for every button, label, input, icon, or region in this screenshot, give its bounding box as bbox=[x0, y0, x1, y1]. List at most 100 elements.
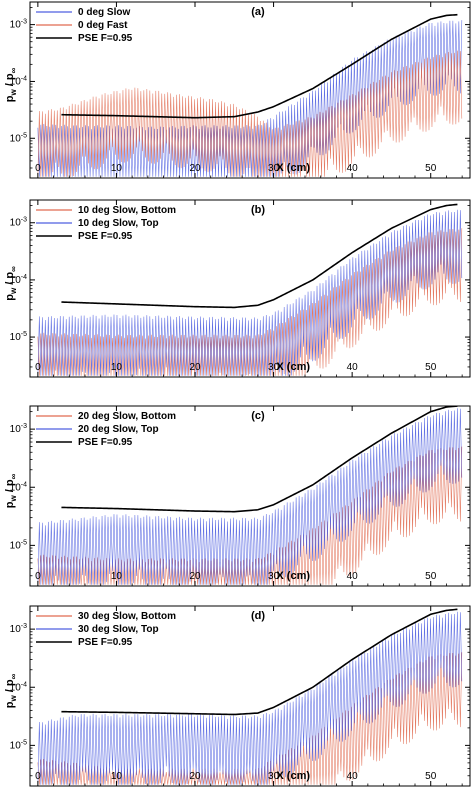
x-axis-label: X (cm) bbox=[276, 361, 310, 373]
legend: 30 deg Slow, Bottom 30 deg Slow, Top PSE F… bbox=[36, 611, 176, 648]
plot-area bbox=[37, 406, 463, 585]
y-tick-label: 10-5 bbox=[10, 331, 27, 343]
y-tick-base: 10 bbox=[10, 540, 22, 551]
y-label-sub: w bbox=[9, 287, 18, 295]
y-tick-base: 10 bbox=[10, 682, 22, 693]
panel-label: (d) bbox=[251, 610, 265, 622]
x-tick-label: 0 bbox=[35, 571, 41, 582]
y-label-sep: / p bbox=[4, 679, 16, 695]
y-tick-base: 10 bbox=[10, 275, 22, 286]
legend-label-2: PSE F=0.95 bbox=[78, 231, 133, 242]
y-tick-label: 10-4 bbox=[10, 681, 27, 693]
series-1-line bbox=[37, 209, 463, 376]
legend-label-0: 20 deg Slow, Bottom bbox=[78, 411, 176, 422]
series-0-line bbox=[37, 446, 463, 585]
y-label-main: p bbox=[4, 95, 16, 102]
y-tick-label: 10-5 bbox=[10, 539, 27, 551]
x-tick-label: 50 bbox=[425, 771, 437, 782]
y-tick-base: 10 bbox=[10, 624, 22, 635]
x-tick-label: 30 bbox=[268, 163, 280, 174]
x-tick-label: 10 bbox=[111, 771, 123, 782]
y-label-sub2: ∞ bbox=[9, 266, 18, 272]
y-tick-exponent: -5 bbox=[21, 539, 27, 546]
x-tick-label: 40 bbox=[347, 771, 359, 782]
y-tick-label: 10-5 bbox=[10, 739, 27, 751]
y-label-sep: / p bbox=[4, 73, 16, 89]
plot-area bbox=[37, 13, 463, 177]
y-label-sub: w bbox=[9, 89, 18, 97]
y-label-main: p bbox=[4, 701, 16, 708]
y-tick-label: 10-3 bbox=[10, 19, 27, 31]
y-tick-exponent: -4 bbox=[21, 274, 27, 281]
y-tick-label: 10-3 bbox=[10, 423, 27, 435]
y-tick-label: 10-3 bbox=[10, 217, 27, 229]
x-tick-label: 10 bbox=[111, 571, 123, 582]
x-tick-label: 50 bbox=[425, 163, 437, 174]
legend: 10 deg Slow, Bottom 10 deg Slow, Top PSE F… bbox=[36, 205, 176, 242]
x-tick-label: 10 bbox=[111, 163, 123, 174]
series-1-line bbox=[37, 408, 463, 585]
x-tick-label: 20 bbox=[189, 771, 201, 782]
x-tick-label: 50 bbox=[425, 362, 437, 373]
y-tick-exponent: -4 bbox=[21, 681, 27, 688]
series-1-line bbox=[37, 50, 463, 177]
x-tick-label: 10 bbox=[111, 362, 123, 373]
series-0-line bbox=[37, 228, 463, 376]
y-axis-label: pw / p∞ bbox=[4, 266, 18, 301]
y-tick-label: 10-5 bbox=[10, 132, 27, 144]
y-tick-base: 10 bbox=[10, 20, 22, 31]
panel-label: (b) bbox=[251, 204, 265, 216]
legend-label-0: 10 deg Slow, Bottom bbox=[78, 205, 176, 216]
series-2-line bbox=[61, 608, 458, 716]
legend-label-2: PSE F=0.95 bbox=[78, 437, 133, 448]
y-tick-base: 10 bbox=[10, 76, 22, 87]
y-label-sep: / p bbox=[4, 479, 16, 495]
series-2-line bbox=[61, 203, 458, 309]
x-tick-label: 0 bbox=[35, 163, 41, 174]
legend-label-1: 10 deg Slow, Top bbox=[78, 218, 159, 229]
y-axis-label: pw / p∞ bbox=[4, 67, 18, 102]
x-tick-label: 20 bbox=[189, 362, 201, 373]
y-tick-exponent: -5 bbox=[21, 132, 27, 139]
y-label-main: p bbox=[4, 294, 16, 301]
x-tick-label: 20 bbox=[189, 163, 201, 174]
y-tick-base: 10 bbox=[10, 424, 22, 435]
plot-area bbox=[37, 203, 463, 376]
y-tick-exponent: -5 bbox=[21, 739, 27, 746]
legend-label-2: PSE F=0.95 bbox=[78, 33, 133, 44]
plot-area bbox=[37, 608, 463, 785]
y-tick-label: 10-4 bbox=[10, 481, 27, 493]
y-tick-base: 10 bbox=[10, 218, 22, 229]
y-label-sub: w bbox=[9, 695, 18, 703]
x-axis-label: X (cm) bbox=[276, 770, 310, 782]
y-tick-base: 10 bbox=[10, 740, 22, 751]
series-2-line bbox=[61, 13, 458, 119]
y-tick-label: 10-4 bbox=[10, 274, 27, 286]
y-axis-label: pw / p∞ bbox=[4, 473, 18, 508]
x-tick-label: 40 bbox=[347, 163, 359, 174]
legend-label-0: 0 deg Slow bbox=[78, 7, 130, 18]
y-tick-exponent: -5 bbox=[21, 331, 27, 338]
y-tick-base: 10 bbox=[10, 482, 22, 493]
legend: 20 deg Slow, Bottom 20 deg Slow, Top PSE F… bbox=[36, 411, 176, 448]
x-axis-label: X (cm) bbox=[276, 570, 310, 582]
y-label-main: p bbox=[4, 501, 16, 508]
x-tick-label: 0 bbox=[35, 771, 41, 782]
y-tick-exponent: -4 bbox=[21, 75, 27, 82]
x-tick-label: 0 bbox=[35, 362, 41, 373]
y-tick-base: 10 bbox=[10, 332, 22, 343]
y-tick-label: 10-4 bbox=[10, 75, 27, 87]
y-label-sep: / p bbox=[4, 272, 16, 288]
y-tick-exponent: -3 bbox=[21, 423, 27, 430]
panel-label: (a) bbox=[251, 6, 265, 18]
legend-label-2: PSE F=0.95 bbox=[78, 637, 133, 648]
x-tick-label: 30 bbox=[268, 362, 280, 373]
x-tick-label: 50 bbox=[425, 571, 437, 582]
y-tick-exponent: -3 bbox=[21, 623, 27, 630]
legend-label-1: 20 deg Slow, Top bbox=[78, 424, 159, 435]
x-tick-label: 40 bbox=[347, 362, 359, 373]
